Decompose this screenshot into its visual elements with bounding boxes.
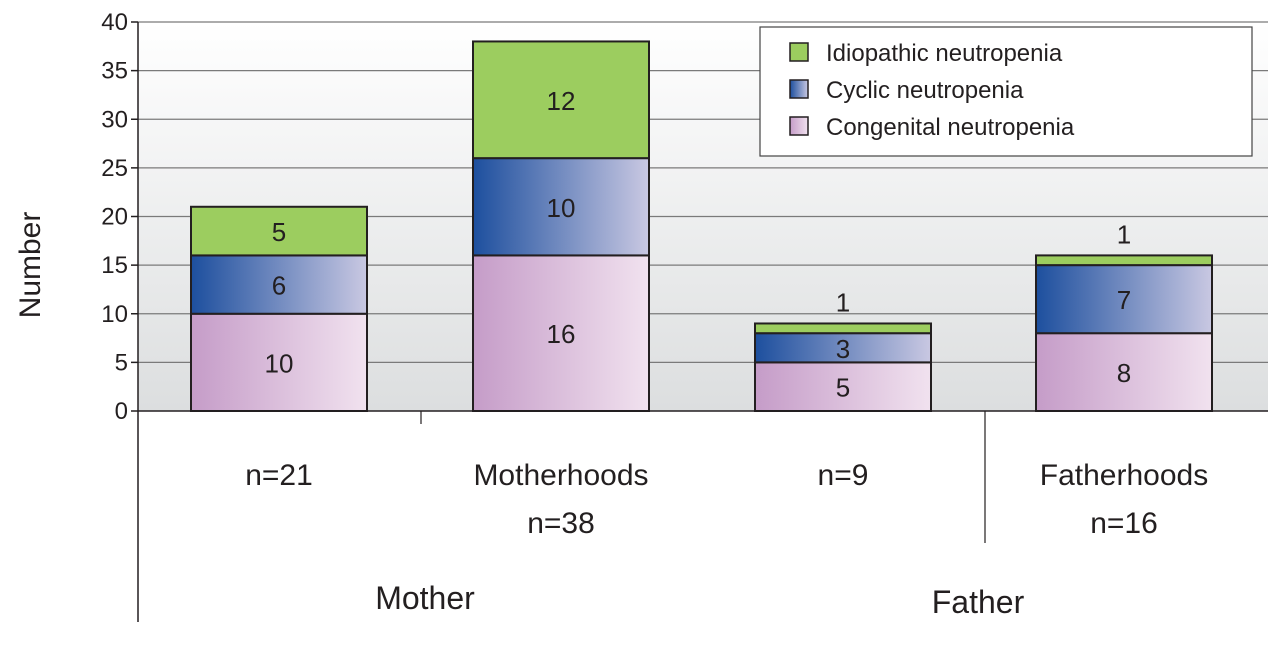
data-label-cyclic-neutropenia-4: 7 bbox=[1117, 285, 1131, 315]
legend-swatch-congenital-neutropenia bbox=[789, 116, 809, 136]
bar-segment-idiopathic-neutropenia-1 bbox=[190, 205, 368, 257]
data-label-congenital-neutropenia-2: 16 bbox=[547, 319, 576, 349]
category-label-2: Motherhoods bbox=[473, 459, 648, 492]
data-label-cyclic-neutropenia-3: 3 bbox=[836, 334, 850, 364]
category-label-3: n=9 bbox=[818, 459, 869, 492]
category-sublabel-2: n=38 bbox=[527, 507, 595, 540]
bar-segment-idiopathic-neutropenia-2 bbox=[472, 40, 650, 160]
legend-label-congenital-neutropenia: Congenital neutropenia bbox=[826, 114, 1075, 141]
y-tick-label-40: 40 bbox=[101, 9, 128, 36]
legend-box bbox=[759, 26, 1253, 157]
data-label-idiopathic-neutropenia-1: 5 bbox=[272, 217, 286, 247]
data-label-cyclic-neutropenia-1: 6 bbox=[272, 271, 286, 301]
y-tick-label-30: 30 bbox=[101, 106, 128, 133]
bar-segment-idiopathic-neutropenia-3 bbox=[754, 322, 932, 335]
data-label-idiopathic-neutropenia-4: 1 bbox=[1117, 219, 1131, 249]
y-tick-label-20: 20 bbox=[101, 204, 128, 231]
group-label-mother: Mother bbox=[375, 580, 475, 616]
category-label-4: Fatherhoods bbox=[1040, 459, 1208, 492]
data-label-cyclic-neutropenia-2: 10 bbox=[547, 193, 576, 223]
data-label-congenital-neutropenia-3: 5 bbox=[836, 373, 850, 403]
legend-swatch-idiopathic-neutropenia bbox=[789, 42, 809, 62]
bar-segment-congenital-neutropenia-4 bbox=[1035, 332, 1213, 413]
data-label-congenital-neutropenia-1: 10 bbox=[265, 348, 294, 378]
legend-swatch-cyclic-neutropenia bbox=[789, 79, 809, 99]
bar-segment-cyclic-neutropenia-4 bbox=[1035, 264, 1213, 335]
y-tick-label-35: 35 bbox=[101, 58, 128, 85]
group-label-father: Father bbox=[932, 584, 1025, 620]
bar-segment-idiopathic-neutropenia-4 bbox=[1035, 254, 1213, 267]
data-label-congenital-neutropenia-4: 8 bbox=[1117, 358, 1131, 388]
category-label-1: n=21 bbox=[245, 459, 313, 492]
y-axis-title: Number bbox=[14, 212, 47, 319]
bar-segment-cyclic-neutropenia-1 bbox=[190, 254, 368, 315]
y-tick-label-15: 15 bbox=[101, 252, 128, 279]
bar-segment-congenital-neutropenia-2 bbox=[472, 254, 650, 412]
y-tick-label-0: 0 bbox=[115, 398, 128, 425]
data-label-idiopathic-neutropenia-3: 1 bbox=[836, 287, 850, 317]
bar-segment-cyclic-neutropenia-2 bbox=[472, 157, 650, 257]
y-tick-label-5: 5 bbox=[115, 349, 128, 376]
y-tick-label-10: 10 bbox=[101, 301, 128, 328]
legend-label-cyclic-neutropenia: Cyclic neutropenia bbox=[826, 77, 1024, 104]
data-label-idiopathic-neutropenia-2: 12 bbox=[547, 86, 576, 116]
legend-label-idiopathic-neutropenia: Idiopathic neutropenia bbox=[826, 40, 1063, 67]
y-tick-label-25: 25 bbox=[101, 155, 128, 182]
bar-segment-congenital-neutropenia-1 bbox=[190, 312, 368, 412]
category-sublabel-4: n=16 bbox=[1090, 507, 1158, 540]
